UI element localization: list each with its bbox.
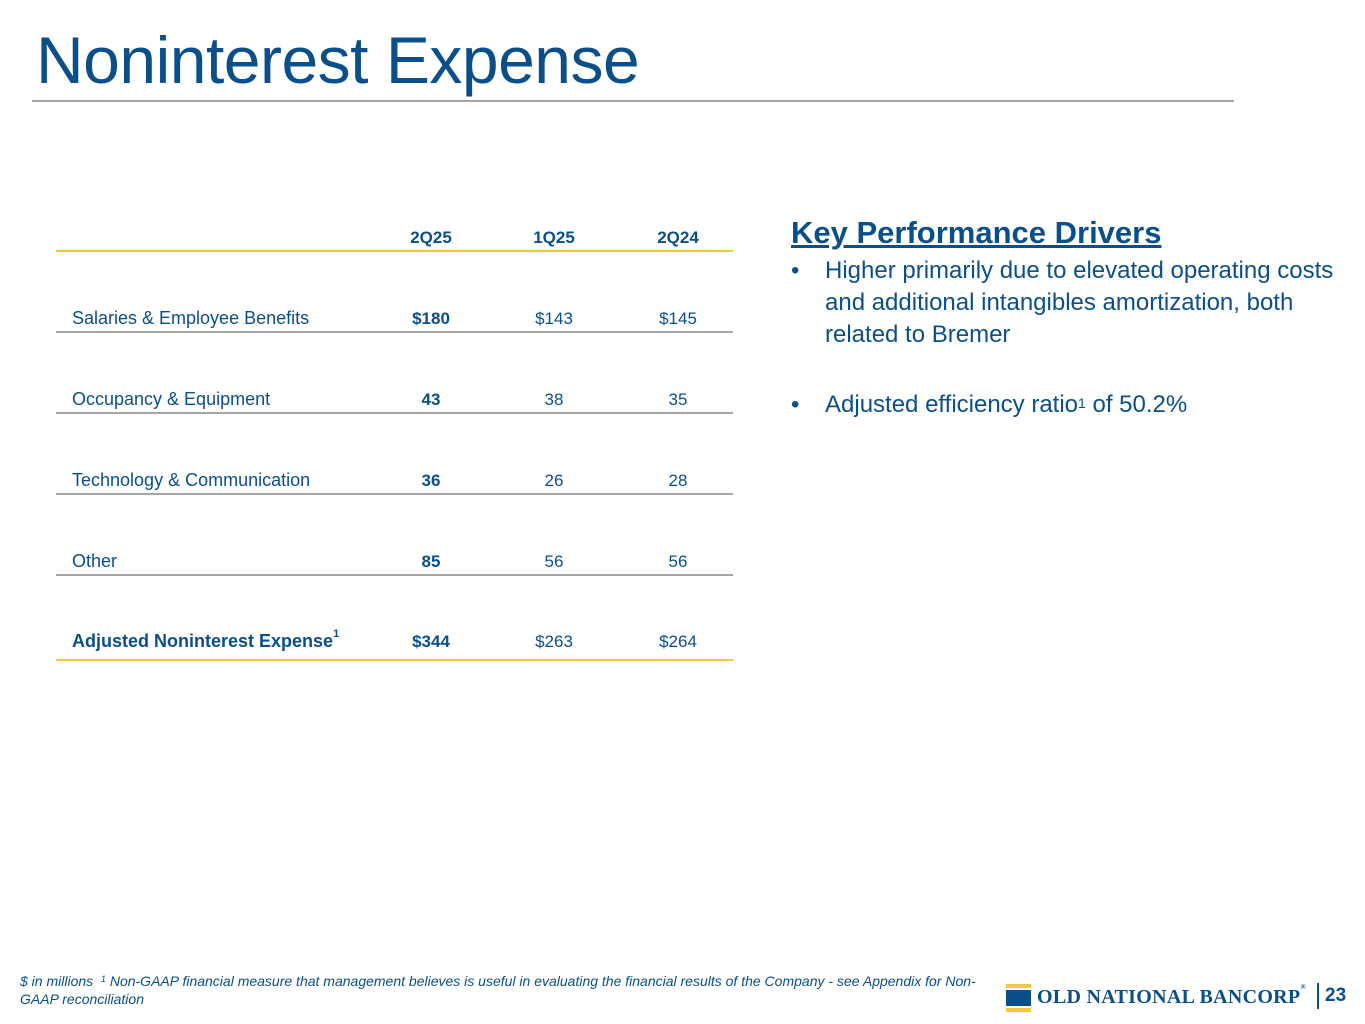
key-drivers-panel: Key Performance Drivers • Higher primari… (791, 215, 1351, 421)
table-row-total: Adjusted Noninterest Expense1 $344 $263 … (56, 576, 733, 661)
key-drivers-title: Key Performance Drivers (791, 215, 1162, 250)
table-header: 2Q25 1Q25 2Q24 (56, 216, 733, 252)
table-row-salaries: Salaries & Employee Benefits $180 $143 $… (56, 252, 733, 333)
page-title: Noninterest Expense (36, 23, 640, 97)
driver-text: Higher primarily due to elevated operati… (825, 257, 1334, 348)
driver-text-after: of 50.2% (1085, 391, 1188, 418)
row-label: Other (72, 551, 118, 571)
cell-2q24: 35 (668, 390, 688, 409)
column-header-2q24: 2Q24 (657, 228, 699, 247)
row-label: Technology & Communication (72, 470, 311, 490)
logo-wordmark: OLD NATIONAL BANCORP (1037, 986, 1301, 1008)
column-header-2q25: 2Q25 (410, 228, 452, 247)
cell-1q25: 56 (544, 552, 564, 571)
row-label: Occupancy & Equipment (72, 389, 271, 409)
row-label: Salaries & Employee Benefits (72, 308, 310, 328)
registered-mark: ® (1300, 983, 1306, 991)
cell-2q25: 85 (421, 552, 441, 571)
table-row-other: Other 85 56 56 (56, 495, 733, 576)
cell-1q25: $143 (535, 309, 573, 328)
footnote-text: Non-GAAP financial measure that manageme… (20, 973, 976, 1007)
total-label-text: Adjusted Noninterest Expense (72, 631, 334, 651)
cell-2q25: 43 (421, 390, 441, 409)
expense-table: 2Q25 1Q25 2Q24 Salaries & Employee Benef… (56, 216, 733, 661)
cell-2q25: 36 (421, 471, 441, 490)
total-2q25: $344 (412, 632, 450, 651)
column-header-1q25: 1Q25 (533, 228, 575, 247)
footnote-marker: 1 (333, 628, 340, 640)
cell-1q25: 26 (544, 471, 564, 490)
total-1q25: $263 (535, 632, 573, 651)
footnote: $ in millions 1 Non-GAAP financial measu… (20, 972, 1010, 1008)
units-note: $ in millions (20, 973, 94, 989)
title-divider (32, 100, 1234, 102)
table-row-occupancy: Occupancy & Equipment 43 38 35 (56, 333, 733, 414)
footnote-marker: 1 (1078, 395, 1086, 411)
bullet-icon: • (791, 257, 800, 284)
total-label: Adjusted Noninterest Expense1 (72, 628, 340, 652)
driver-text-before: Adjusted efficiency ratio (825, 391, 1079, 418)
driver-bullet: • Adjusted efficiency ratio1 of 50.2% (791, 389, 1351, 421)
footnote-marker: 1 (100, 974, 106, 984)
cell-2q24: 28 (668, 471, 688, 490)
logo-text: OLD NATIONAL BANCORP® (1037, 983, 1306, 1009)
logo-flag-icon (1006, 984, 1031, 1012)
cell-2q24: $145 (659, 309, 697, 328)
cell-1q25: 38 (544, 390, 564, 409)
cell-2q24: 56 (668, 552, 688, 571)
page-number-divider (1317, 983, 1319, 1009)
table-row-technology: Technology & Communication 36 26 28 (56, 414, 733, 495)
bullet-icon: • (791, 391, 800, 418)
driver-bullet: • Higher primarily due to elevated opera… (791, 255, 1351, 351)
total-2q24: $264 (659, 632, 697, 651)
page-number: 23 (1325, 985, 1347, 1006)
cell-2q25: $180 (412, 309, 450, 328)
